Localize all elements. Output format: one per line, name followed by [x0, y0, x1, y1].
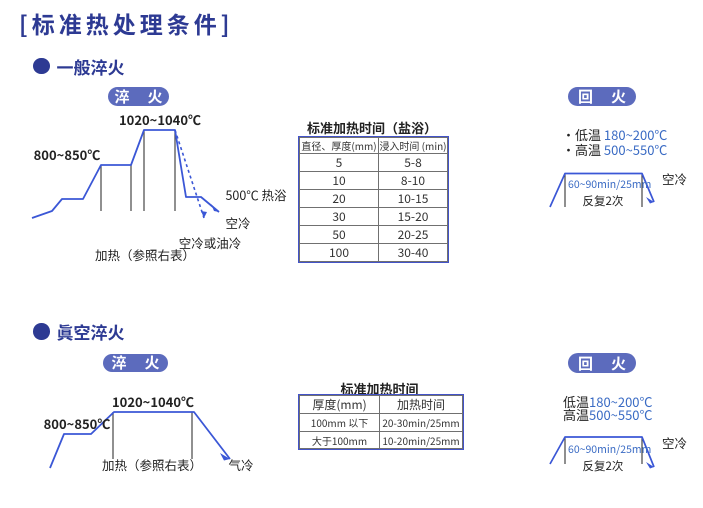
svg-text:60~90min/25mm: 60~90min/25mm — [568, 442, 651, 457]
svg-text:空冷: 空冷 — [225, 213, 250, 232]
svg-text:1020~1040℃: 1020~1040℃ — [112, 392, 194, 411]
svg-text:空冷: 空冷 — [662, 433, 687, 452]
svg-text:气冷: 气冷 — [228, 455, 253, 474]
svg-text:加热（参照右表）: 加热（参照右表） — [95, 245, 195, 264]
svg-text:800~850℃: 800~850℃ — [34, 145, 101, 164]
svg-text:800~850℃: 800~850℃ — [44, 414, 111, 433]
svg-text:空冷: 空冷 — [662, 169, 687, 188]
svg-text:加热（参照右表）: 加热（参照右表） — [102, 455, 202, 474]
svg-text:60~90min/25mm: 60~90min/25mm — [568, 177, 651, 192]
svg-text:500℃ 热浴: 500℃ 热浴 — [225, 185, 287, 204]
svg-text:反复2次: 反复2次 — [583, 193, 624, 209]
svg-text:反复2次: 反复2次 — [583, 458, 624, 474]
svg-text:1020~1040℃: 1020~1040℃ — [119, 110, 201, 129]
